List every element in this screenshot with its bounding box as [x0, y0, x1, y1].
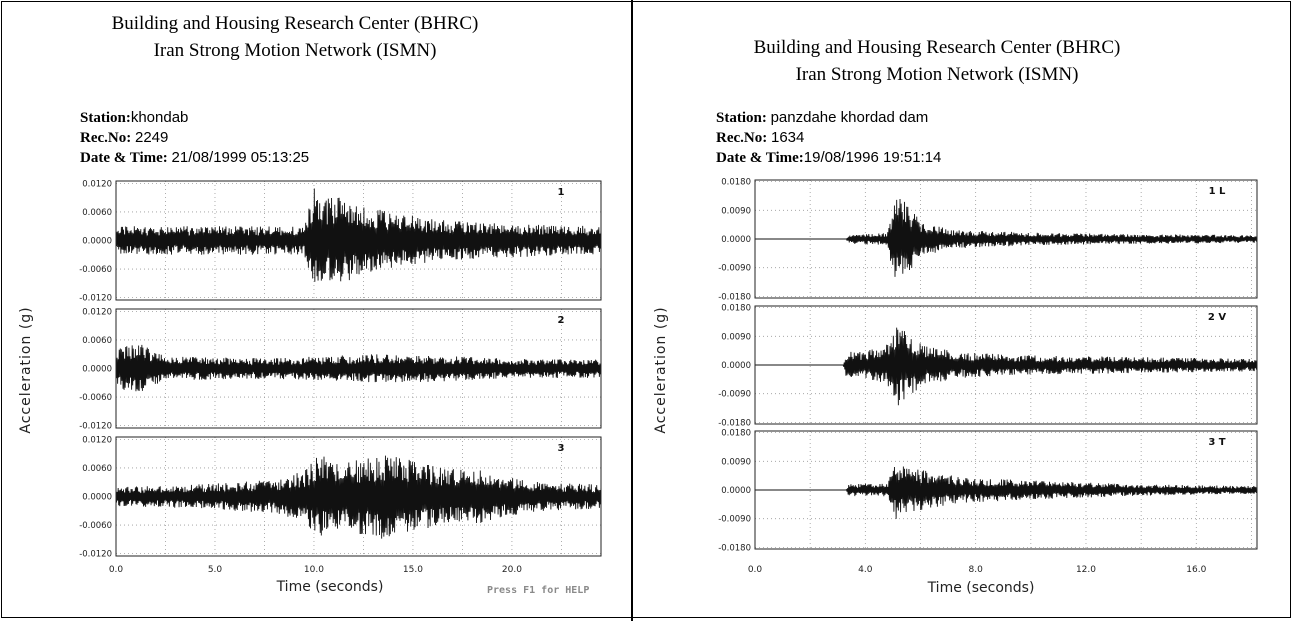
station-label: Station: — [80, 110, 131, 126]
x-tick-label: 10.0 — [304, 565, 324, 575]
x-tick-label: 15.0 — [403, 565, 423, 575]
x-axis-label: Time (seconds) — [276, 579, 384, 595]
title-line-2: Iran Strong Motion Network (ISMN) — [795, 64, 1079, 85]
x-tick-label: 20.0 — [502, 565, 522, 575]
y-tick-label: 0.0060 — [82, 208, 112, 218]
x-tick-label: 4.0 — [858, 565, 873, 575]
x-tick-label: 0.0 — [748, 565, 763, 575]
x-tick-label: 5.0 — [208, 565, 223, 575]
y-tick-label: -0.0120 — [79, 550, 112, 560]
station-line: Station: panzdahe khordad dam — [716, 109, 928, 127]
x-tick-label: 0.0 — [109, 565, 124, 575]
channel-label: 3 — [558, 443, 565, 454]
y-tick-label: -0.0090 — [718, 390, 751, 400]
y-tick-label: -0.0120 — [79, 422, 112, 432]
recno-value: 1634 — [770, 129, 805, 146]
x-axis-label: Time (seconds) — [927, 580, 1035, 596]
waveform-trace-2 — [115, 344, 602, 392]
y-tick-label: -0.0060 — [79, 265, 112, 275]
record-panel-panzdahe-khordad: Building and Housing Research Center (BH… — [633, 0, 1294, 621]
y-tick-label: 0.0000 — [721, 235, 751, 245]
recno-value: 2249 — [134, 129, 169, 146]
y-tick-label: 0.0000 — [82, 237, 112, 247]
waveform-trace-3 — [115, 455, 602, 539]
waveform-trace-1 — [115, 188, 602, 282]
y-tick-label: -0.0060 — [79, 521, 112, 531]
y-tick-label: -0.0180 — [718, 418, 751, 428]
y-tick-label: 0.0000 — [721, 361, 751, 371]
x-tick-label: 8.0 — [968, 565, 983, 575]
panel-divider — [631, 0, 633, 621]
datetime-value: 21/08/1999 05:13:25 — [171, 149, 310, 166]
datetime-label: Date & Time: — [716, 150, 804, 166]
y-tick-label: 0.0120 — [82, 307, 112, 317]
plot-frame — [115, 308, 602, 429]
datetime-line: Date & Time:19/08/1996 19:51:14 — [716, 149, 941, 167]
datetime-line: Date & Time: 21/08/1999 05:13:25 — [80, 149, 309, 167]
y-axis-label: Acceleration (g) — [18, 306, 34, 433]
x-tick-label: 12.0 — [1076, 565, 1096, 575]
y-tick-label: -0.0090 — [718, 515, 751, 525]
station-value: panzdahe khordad dam — [770, 109, 929, 126]
accelerogram-chart-khondab: Acceleration (g)Time (seconds)0.0 5.0 10.0… — [18, 179, 602, 595]
record-panel-khondab: Building and Housing Research Center (BH… — [0, 0, 630, 621]
y-tick-label: -0.0060 — [79, 393, 112, 403]
x-tick-label: 16.0 — [1186, 565, 1206, 575]
y-tick-label: 0.0090 — [721, 206, 751, 216]
station-line: Station:khondab — [80, 109, 188, 127]
y-tick-label: 0.0000 — [721, 486, 751, 496]
recno-line: Rec.No: 2249 — [80, 129, 168, 147]
y-tick-label: 0.0090 — [721, 457, 751, 467]
plot-frame — [754, 430, 1258, 550]
help-hint: Press F1 for HELP — [487, 585, 590, 596]
y-tick-label: 0.0120 — [82, 435, 112, 445]
y-tick-label: 0.0090 — [721, 332, 751, 342]
y-tick-label: -0.0090 — [718, 264, 751, 274]
waveform-trace-3 — [755, 466, 1258, 519]
datetime-label: Date & Time: — [80, 150, 168, 166]
plot-frame — [115, 436, 602, 557]
channel-label: 2 V — [1208, 312, 1226, 323]
title-line-1: Building and Housing Research Center (BH… — [753, 37, 1121, 58]
channel-label: 1 L — [1209, 186, 1226, 197]
y-tick-label: 0.0000 — [82, 365, 112, 375]
title-line-2: Iran Strong Motion Network (ISMN) — [153, 40, 437, 61]
waveform-trace-2 — [755, 327, 1258, 406]
title-line-1: Building and Housing Research Center (BH… — [111, 13, 479, 34]
y-tick-label: 0.0180 — [721, 304, 751, 314]
y-tick-label: 0.0180 — [721, 429, 751, 439]
y-tick-label: 0.0060 — [82, 336, 112, 346]
recno-label: Rec.No: — [80, 130, 132, 146]
y-tick-label: 0.0000 — [82, 493, 112, 503]
plot-frame — [754, 305, 1258, 425]
y-tick-label: -0.0180 — [718, 543, 751, 553]
channel-label: 2 — [558, 315, 565, 326]
y-tick-label: -0.0180 — [718, 292, 751, 302]
waveform-trace-1 — [755, 199, 1258, 277]
datetime-value: 19/08/1996 19:51:14 — [803, 149, 942, 166]
plot-frame — [115, 180, 602, 301]
station-label: Station: — [716, 110, 767, 126]
y-tick-label: 0.0180 — [721, 178, 751, 188]
y-tick-label: 0.0060 — [82, 464, 112, 474]
y-axis-label: Acceleration (g) — [653, 306, 669, 433]
y-tick-label: 0.0120 — [82, 179, 112, 189]
y-tick-label: -0.0120 — [79, 294, 112, 304]
recno-line: Rec.No: 1634 — [716, 129, 804, 147]
channel-label: 1 — [558, 187, 565, 198]
plot-frame — [754, 179, 1258, 299]
accelerogram-chart-panzdahe-khordad: Acceleration (g) Time (seconds) 0.0 4.0 8.0 1… — [653, 178, 1258, 596]
station-value: khondab — [130, 109, 189, 126]
recno-label: Rec.No: — [716, 130, 768, 146]
channel-label: 3 T — [1208, 437, 1225, 448]
